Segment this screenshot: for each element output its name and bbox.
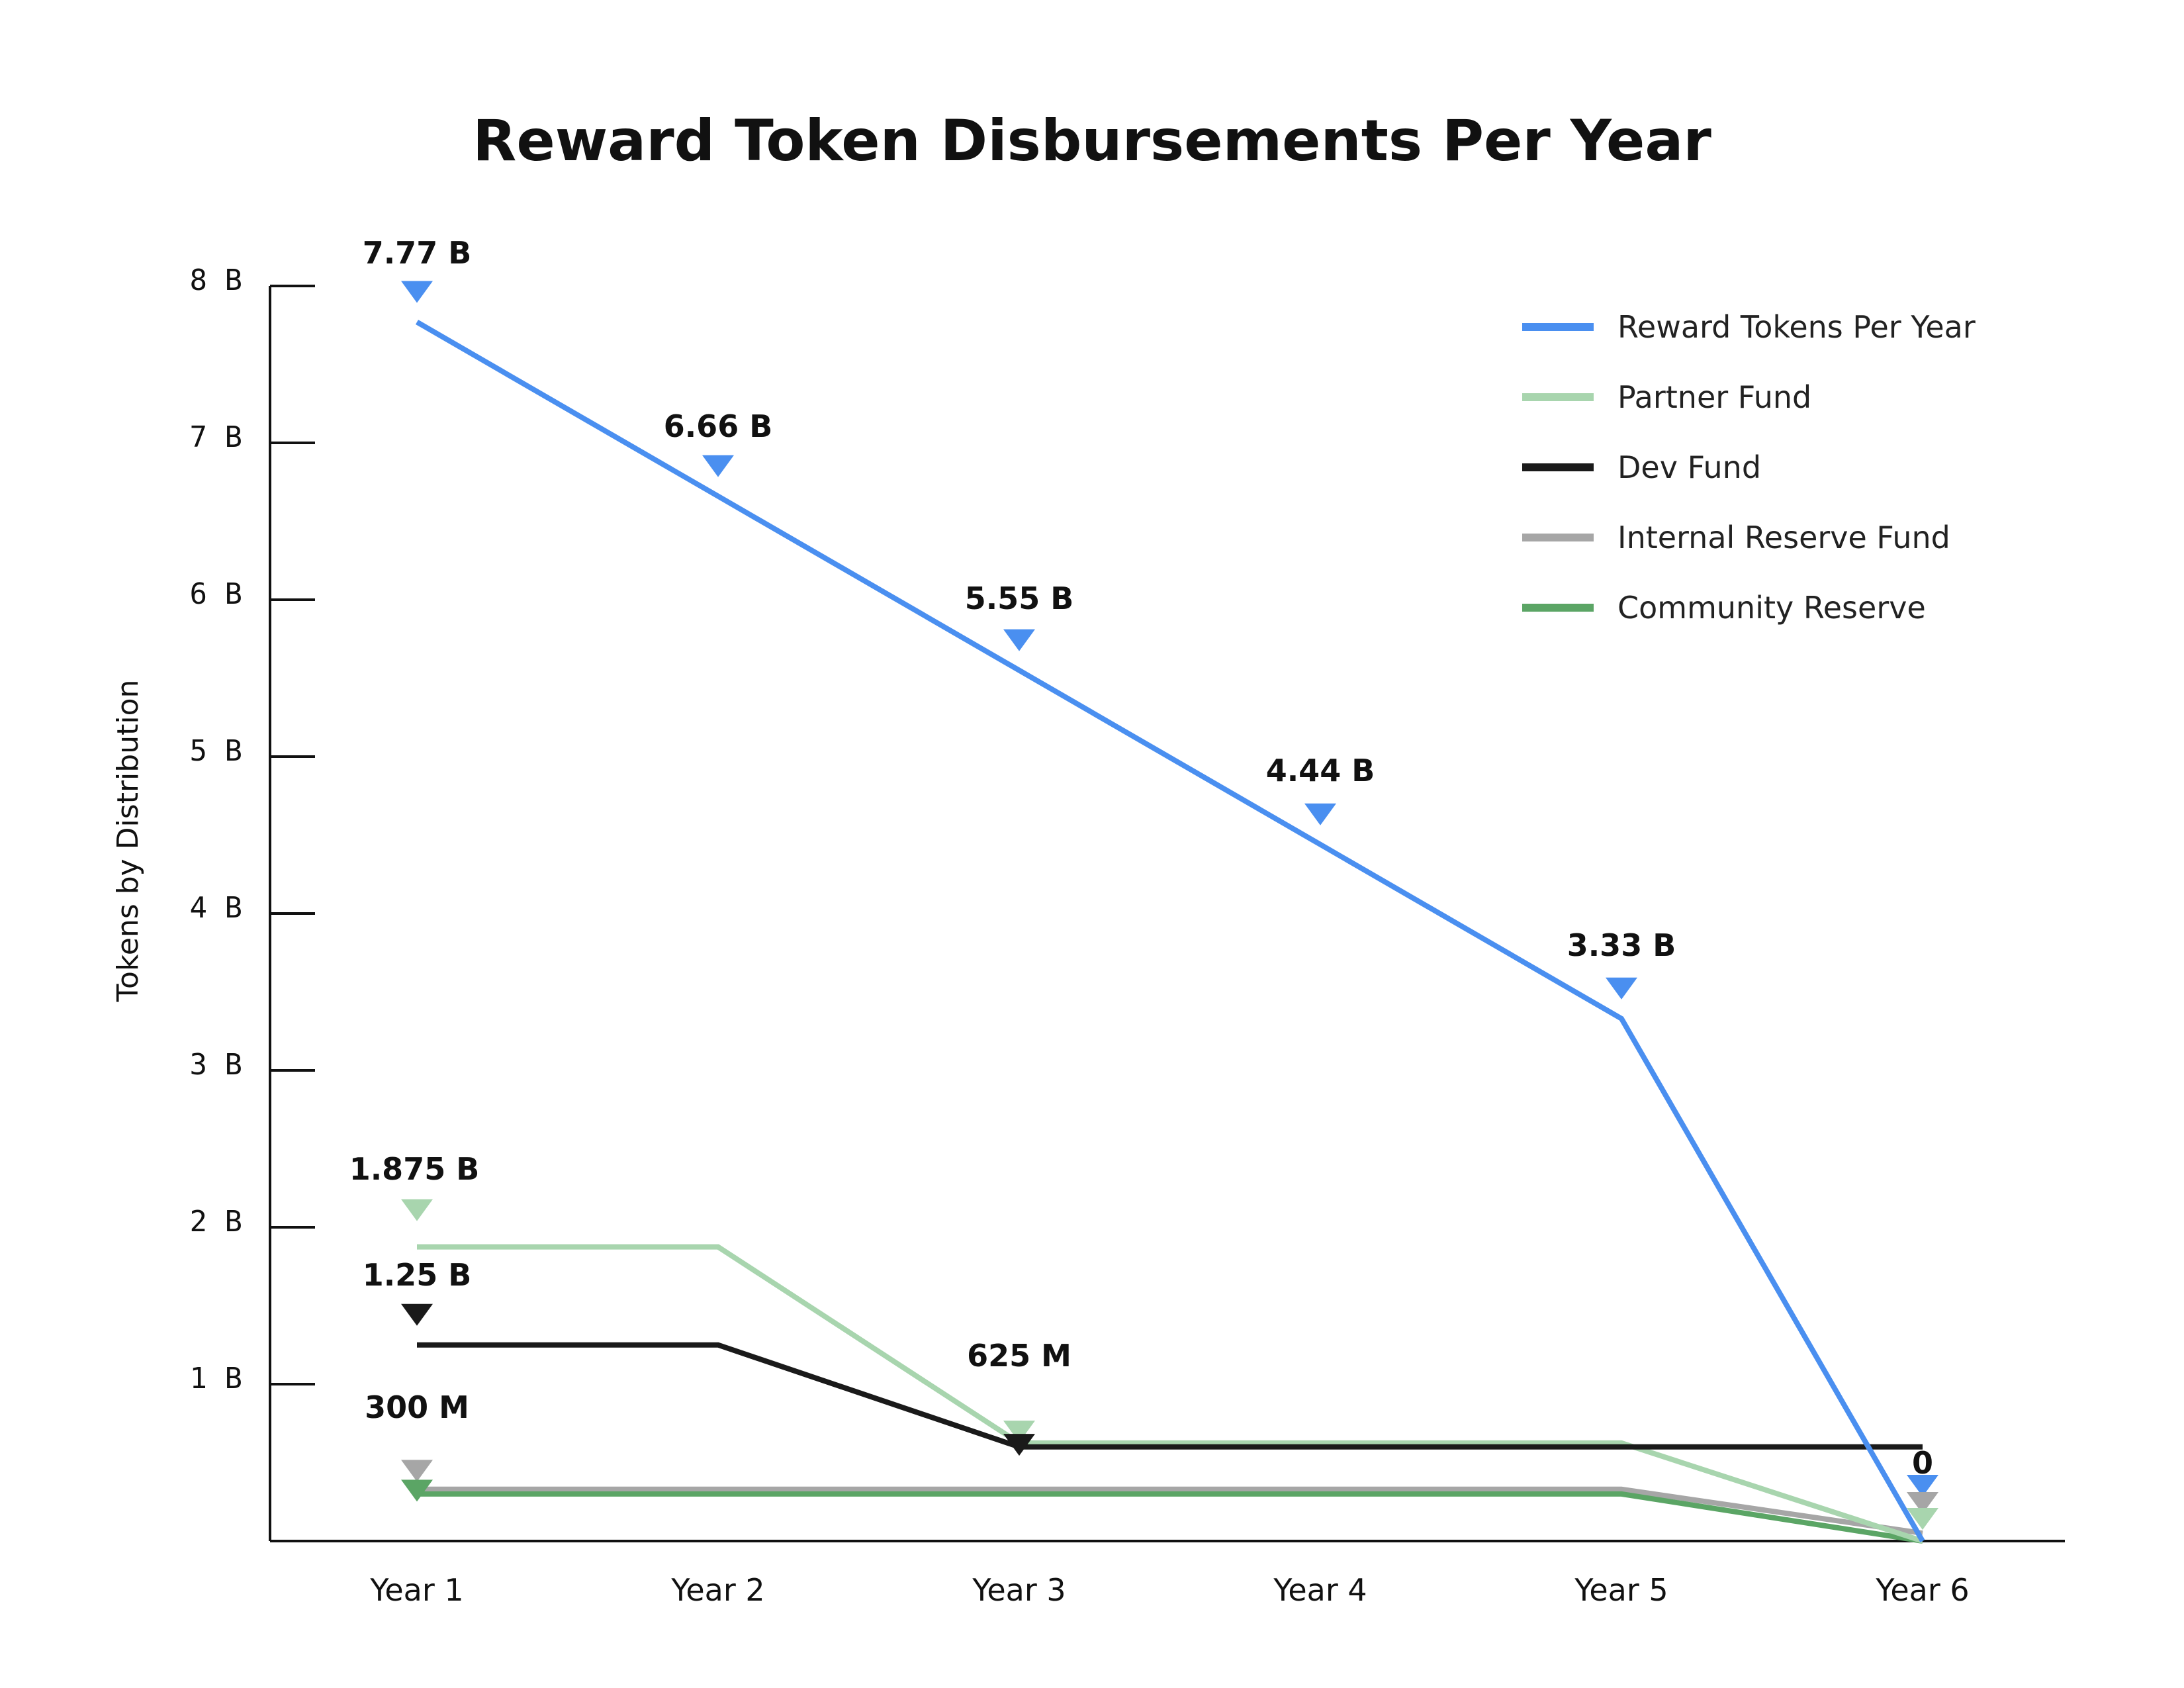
series-line-dev-fund xyxy=(417,1342,1923,1450)
y-tick-label: 1 B xyxy=(190,1362,242,1395)
data-label: 300 M xyxy=(365,1389,469,1425)
x-tick-label: Year 5 xyxy=(1574,1572,1668,1608)
marker-reward xyxy=(1907,1475,1938,1497)
y-tick-label: 7 B xyxy=(190,420,242,454)
marker-reward xyxy=(1003,629,1035,651)
marker-dev-fund xyxy=(401,1303,433,1326)
data-label: 7.77 B xyxy=(363,235,472,271)
marker-partner-fund xyxy=(401,1199,433,1221)
axes: 1 B 2 B 3 B 4 B 5 B 6 B 7 B 8 B Year 1 Year 2 Year… xyxy=(190,263,2065,1608)
series-line-reward-tokens-per-year xyxy=(415,320,1925,1542)
series-line-community-reserve xyxy=(417,1491,1923,1544)
marker-partner-fund xyxy=(1003,1421,1035,1443)
marker-dev-fund xyxy=(1003,1434,1035,1456)
marker-community-reserve xyxy=(401,1479,433,1502)
data-markers xyxy=(401,281,1938,1530)
chart-title: Reward Token Disbursements Per Year xyxy=(473,108,1711,174)
data-label: 6.66 B xyxy=(664,408,773,444)
data-label: 1.875 B xyxy=(349,1151,480,1187)
y-tick-label: 5 B xyxy=(190,734,242,768)
marker-internal-reserve xyxy=(401,1460,433,1482)
y-tick-label: 8 B xyxy=(190,263,242,297)
data-label: 5.55 B xyxy=(965,581,1074,616)
x-tick-label: Year 6 xyxy=(1875,1572,1969,1608)
x-tick-label: Year 4 xyxy=(1273,1572,1367,1608)
y-tick-label: 2 B xyxy=(190,1205,242,1239)
data-label: 625 M xyxy=(967,1338,1071,1374)
marker-reward xyxy=(702,455,734,477)
y-axis-title: Tokens by Distribution xyxy=(111,680,145,1003)
marker-internal-reserve xyxy=(1907,1492,1938,1514)
legend-label: Internal Reserve Fund xyxy=(1617,520,1950,555)
marker-reward xyxy=(1304,803,1336,825)
y-tick-label: 4 B xyxy=(190,891,242,925)
legend-label: Dev Fund xyxy=(1617,449,1761,485)
legend-label: Reward Tokens Per Year xyxy=(1617,309,1976,345)
data-label: 0 xyxy=(1912,1445,1933,1481)
y-tick-label: 6 B xyxy=(190,577,242,611)
legend: Reward Tokens Per Year Partner Fund Dev Fu… xyxy=(1522,309,1976,626)
data-label: 4.44 B xyxy=(1266,753,1375,788)
x-tick-label: Year 2 xyxy=(670,1572,764,1608)
legend-label: Partner Fund xyxy=(1617,379,1811,415)
marker-reward xyxy=(1606,977,1637,1000)
marker-reward xyxy=(401,281,433,303)
series-lines xyxy=(415,320,1925,1544)
data-label: 3.33 B xyxy=(1567,927,1676,963)
y-tick-label: 3 B xyxy=(190,1048,242,1082)
legend-label: Community Reserve xyxy=(1617,590,1926,626)
x-tick-label: Year 1 xyxy=(369,1572,463,1608)
series-line-internal-reserve-fund xyxy=(417,1486,1923,1536)
marker-partner-fund xyxy=(1907,1508,1938,1530)
data-labels: 7.77 B 6.66 B 5.55 B 4.44 B 3.33 B 0 1.875 B 1.… xyxy=(349,235,1933,1481)
series-line-partner-fund xyxy=(417,1244,1924,1544)
data-label: 1.25 B xyxy=(363,1257,472,1293)
x-tick-label: Year 3 xyxy=(972,1572,1066,1608)
